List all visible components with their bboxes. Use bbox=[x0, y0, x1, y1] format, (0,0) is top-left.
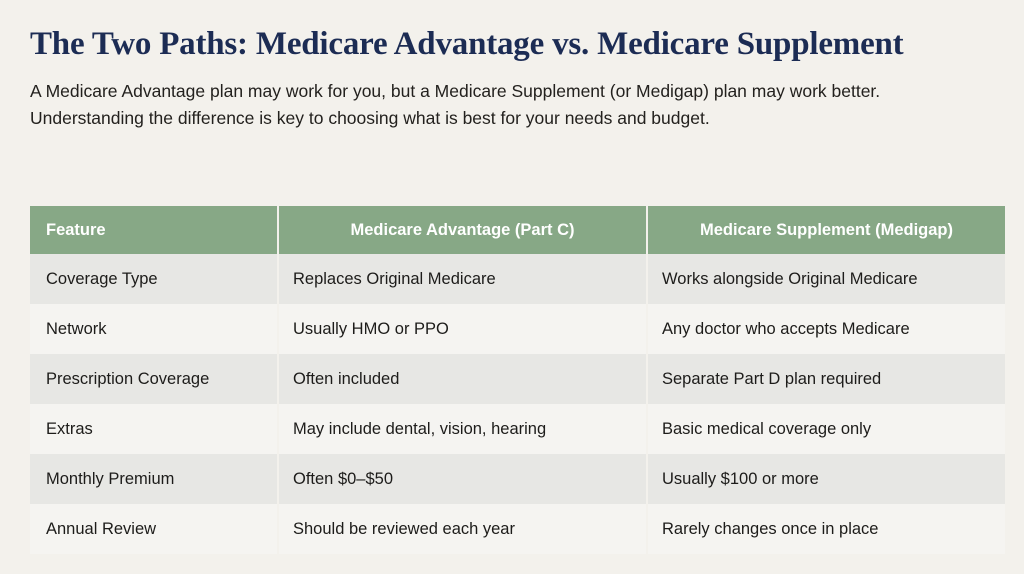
table-row: Coverage Type Replaces Original Medicare… bbox=[30, 254, 1005, 304]
column-header-medicare-advantage: Medicare Advantage (Part C) bbox=[278, 206, 648, 254]
comparison-table-container: Feature Medicare Advantage (Part C) Medi… bbox=[30, 206, 1005, 554]
cell-feature: Prescription Coverage bbox=[30, 354, 279, 404]
table-row: Extras May include dental, vision, heari… bbox=[30, 404, 1005, 454]
comparison-table: Feature Medicare Advantage (Part C) Medi… bbox=[30, 206, 1005, 554]
table-row: Monthly Premium Often $0–$50 Usually $10… bbox=[30, 454, 1005, 504]
cell-advantage: Often included bbox=[278, 354, 648, 404]
cell-feature: Network bbox=[30, 304, 279, 354]
cell-supplement: Works alongside Original Medicare bbox=[647, 254, 1005, 304]
table-row: Annual Review Should be reviewed each ye… bbox=[30, 504, 1005, 554]
cell-supplement: Basic medical coverage only bbox=[647, 404, 1005, 454]
cell-advantage: Usually HMO or PPO bbox=[278, 304, 648, 354]
table-header-row: Feature Medicare Advantage (Part C) Medi… bbox=[30, 206, 1005, 254]
column-header-medicare-supplement: Medicare Supplement (Medigap) bbox=[647, 206, 1005, 254]
table-row: Network Usually HMO or PPO Any doctor wh… bbox=[30, 304, 1005, 354]
cell-advantage: Replaces Original Medicare bbox=[278, 254, 648, 304]
cell-advantage: Often $0–$50 bbox=[278, 454, 648, 504]
cell-supplement: Separate Part D plan required bbox=[647, 354, 1005, 404]
cell-advantage: Should be reviewed each year bbox=[278, 504, 648, 554]
column-header-feature: Feature bbox=[30, 206, 279, 254]
cell-supplement: Rarely changes once in place bbox=[647, 504, 1005, 554]
cell-advantage: May include dental, vision, hearing bbox=[278, 404, 648, 454]
table-header: Feature Medicare Advantage (Part C) Medi… bbox=[30, 206, 1005, 254]
cell-feature: Monthly Premium bbox=[30, 454, 279, 504]
cell-feature: Annual Review bbox=[30, 504, 279, 554]
page-subtitle: A Medicare Advantage plan may work for y… bbox=[30, 81, 881, 128]
cell-supplement: Any doctor who accepts Medicare bbox=[647, 304, 1005, 354]
cell-feature: Extras bbox=[30, 404, 279, 454]
page-title: The Two Paths: Medicare Advantage vs. Me… bbox=[30, 26, 904, 62]
table-body: Coverage Type Replaces Original Medicare… bbox=[30, 254, 1005, 554]
cell-feature: Coverage Type bbox=[30, 254, 279, 304]
cell-supplement: Usually $100 or more bbox=[647, 454, 1005, 504]
table-row: Prescription Coverage Often included Sep… bbox=[30, 354, 1005, 404]
